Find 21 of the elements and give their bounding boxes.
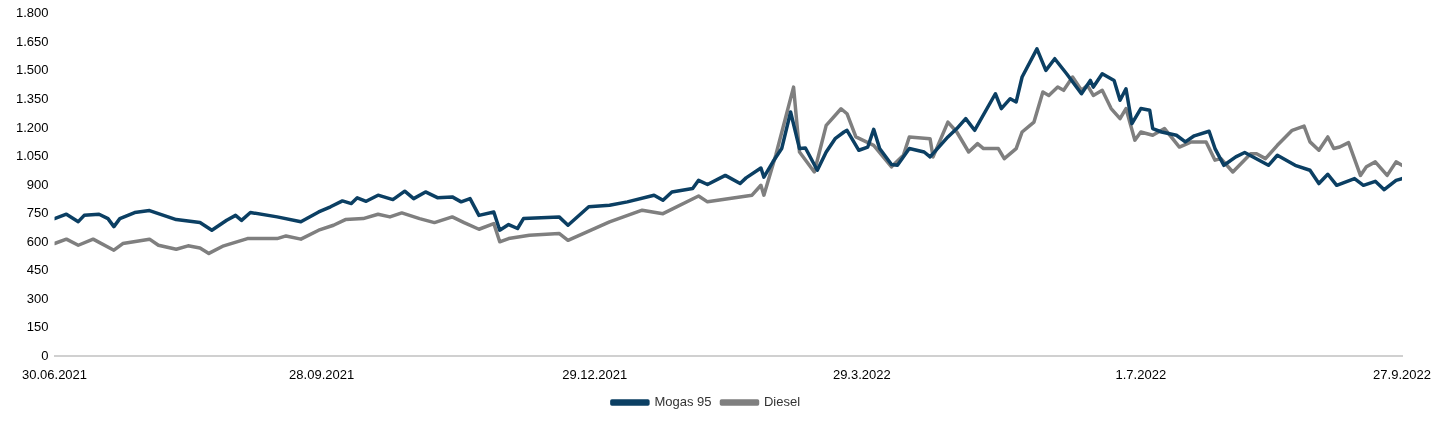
x-tick-label: 29.12.2021	[562, 366, 628, 382]
legend-label: Mogas 95	[654, 394, 712, 410]
x-tick-label: 27.9.2022	[1373, 366, 1431, 382]
y-tick-label: 1.350	[15, 91, 49, 107]
x-tick-label: 28.09.2021	[289, 366, 355, 382]
x-tick-label: 30.06.2021	[21, 366, 88, 382]
y-tick-label: 1.050	[15, 148, 49, 164]
y-tick-label: 600	[26, 233, 49, 249]
y-tick-label: 0	[41, 347, 49, 363]
y-tick-label: 150	[26, 319, 49, 335]
y-tick-label: 450	[26, 262, 49, 278]
y-tick-label: 1.800	[15, 5, 49, 21]
x-tick-label: 29.3.2022	[832, 366, 891, 382]
legend-label: Diesel	[763, 394, 801, 410]
y-tick-label: 900	[26, 176, 49, 192]
y-tick-label: 300	[26, 290, 49, 306]
x-tick-label: 1.7.2022	[1115, 366, 1167, 382]
y-tick-label: 750	[26, 205, 49, 221]
y-tick-label: 1.650	[15, 33, 49, 49]
y-tick-label: 1.200	[15, 119, 49, 135]
y-tick-label: 1.500	[15, 62, 49, 78]
